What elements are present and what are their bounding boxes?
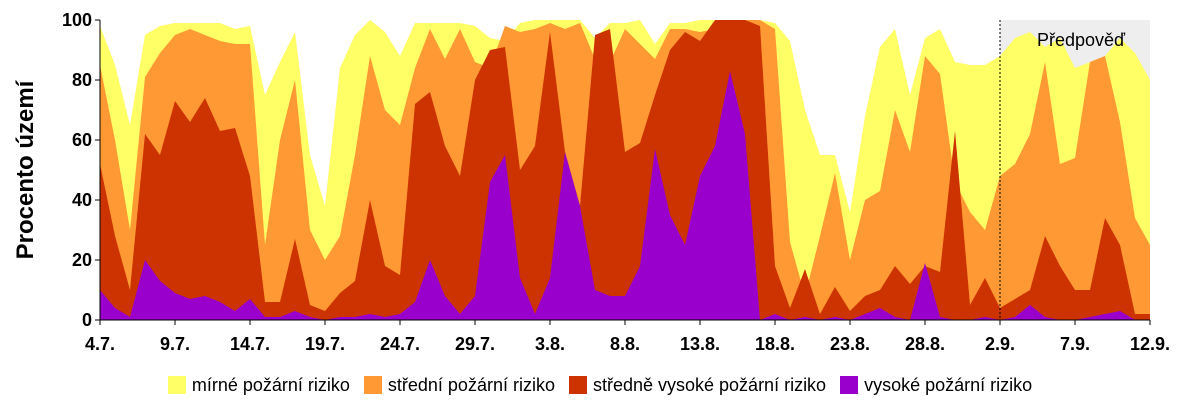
legend-swatch xyxy=(840,376,859,394)
x-tick-label: 19.7. xyxy=(305,334,345,354)
x-tick-label: 24.7. xyxy=(380,334,420,354)
area-series-group xyxy=(100,20,1150,320)
x-tick-label: 7.9. xyxy=(1060,334,1090,354)
x-tick-label: 13.8. xyxy=(680,334,720,354)
legend-item-0: mírné požární riziko xyxy=(167,374,350,396)
x-tick-label: 18.8. xyxy=(755,334,795,354)
legend-label: vysoké požární riziko xyxy=(864,374,1033,395)
legend-swatch xyxy=(167,376,186,394)
x-tick-label: 12.9. xyxy=(1130,334,1170,354)
legend-label: mírné požární riziko xyxy=(191,374,350,395)
legend-label: středně vysoké požární riziko xyxy=(592,374,827,395)
x-tick-label: 14.7. xyxy=(230,334,270,354)
axes: 0 20 40 60 80 100 4.7. 9.7. 14.7. 19.7. 24.7. 29.7.… xyxy=(62,10,1170,354)
x-tick-label: 8.8. xyxy=(610,334,640,354)
forecast-label: Předpověď xyxy=(1037,30,1126,50)
y-tick-label: 100 xyxy=(62,10,92,30)
y-tick-label: 20 xyxy=(72,250,92,270)
legend: mírné požární riziko střední požární rizi… xyxy=(0,372,1200,398)
y-tick-label: 60 xyxy=(72,130,92,150)
x-tick-label: 29.7. xyxy=(455,334,495,354)
y-axis-label: Procento území xyxy=(12,79,39,259)
legend-swatch xyxy=(568,376,587,394)
legend-label: střední požární riziko xyxy=(387,374,555,395)
x-tick-label: 9.7. xyxy=(160,334,190,354)
area-series-2 xyxy=(100,20,1150,320)
fire-risk-chart: Předpověď 0 20 40 60 80 100 4.7. 9.7. 14.7. 19.7.… xyxy=(12,10,1170,354)
legend-swatch xyxy=(363,376,382,394)
x-tick-label: 23.8. xyxy=(830,334,870,354)
legend-item-1: střední požární riziko xyxy=(363,374,555,396)
legend-item-3: vysoké požární riziko xyxy=(840,375,1032,396)
x-tick-label: 3.8. xyxy=(535,334,565,354)
x-tick-label: 2.9. xyxy=(985,334,1015,354)
legend-item-2: středně vysoké požární riziko xyxy=(568,374,827,396)
y-tick-label: 0 xyxy=(82,310,92,330)
y-tick-label: 40 xyxy=(72,190,92,210)
x-tick-label: 28.8. xyxy=(905,334,945,354)
y-tick-label: 80 xyxy=(72,70,92,90)
x-tick-label: 4.7. xyxy=(85,334,115,354)
